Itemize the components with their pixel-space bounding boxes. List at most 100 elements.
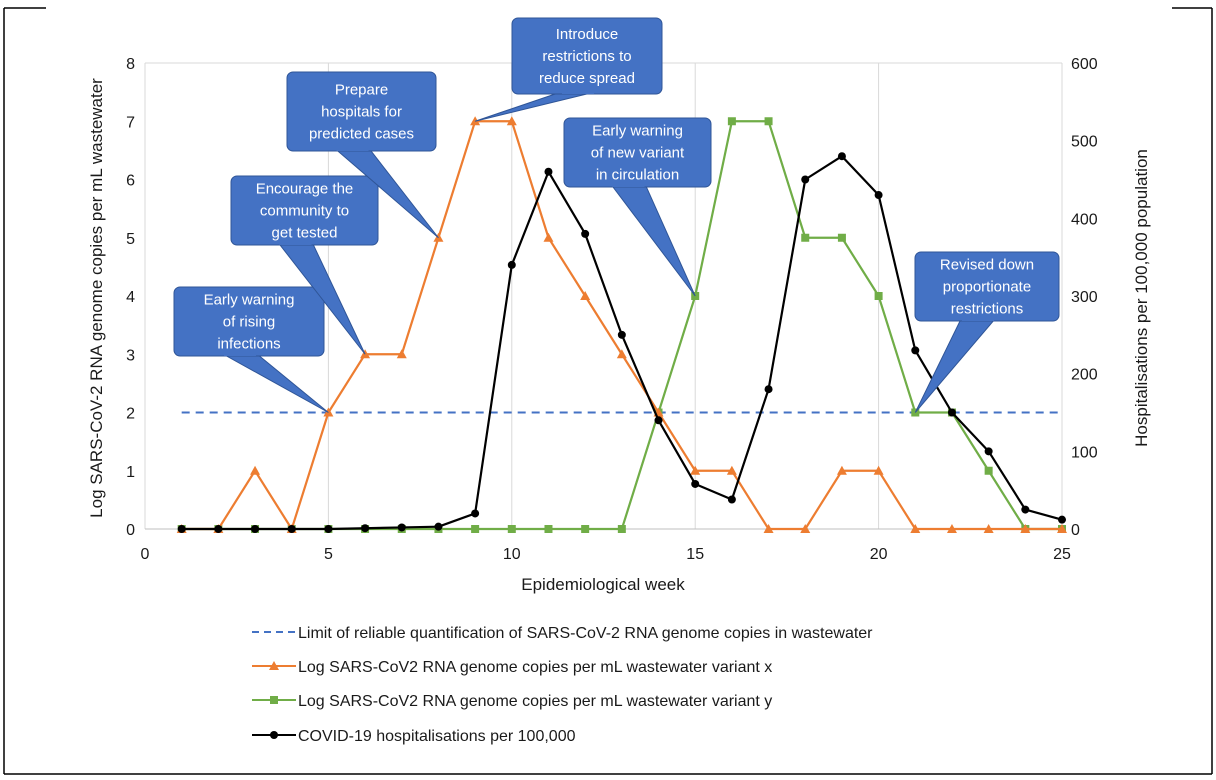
data-point-hospitalisations [361, 524, 370, 533]
callout-annotation: Revised down proportionate restrictions [914, 251, 1060, 413]
legend-item-variant-x: Log SARS-CoV2 RNA genome copies per mL w… [252, 659, 772, 676]
data-point-variant-y [581, 525, 590, 533]
y2-tick-label: 200 [1071, 367, 1098, 384]
data-point-variant-x [396, 349, 407, 359]
callout-text-line: of new variant [591, 145, 685, 162]
data-point-hospitalisations [397, 523, 406, 532]
x-tick-label: 25 [1053, 546, 1071, 563]
data-point-variant-y [617, 525, 626, 533]
data-point-variant-y [874, 292, 883, 300]
series-layer [176, 116, 1067, 533]
data-point-variant-x [250, 465, 261, 475]
callout-pointer [221, 353, 329, 413]
data-point-hospitalisations [764, 385, 773, 394]
data-point-hospitalisations [947, 408, 956, 417]
y2-tick-label: 400 [1071, 211, 1098, 228]
data-point-variant-x [800, 524, 811, 533]
callout-annotation: Early warning of rising infections [173, 286, 329, 413]
series-hospitalisations [177, 152, 1066, 533]
legend-item-hospitalisations: COVID-19 hospitalisations per 100,000 [252, 728, 576, 745]
data-point-variant-x [1057, 524, 1067, 533]
callout-seam [562, 90, 594, 94]
data-point-hospitalisations [581, 229, 590, 238]
data-point-hospitalisations [251, 525, 260, 533]
data-point-hospitalisations [544, 167, 553, 176]
data-point-variant-x [910, 524, 921, 533]
data-point-variant-x [690, 465, 701, 475]
data-point-variant-x [983, 524, 994, 533]
callout-text-line: predicted cases [309, 126, 414, 143]
legend-label: COVID-19 hospitalisations per 100,000 [298, 728, 576, 745]
callout-annotation: Early warning of new variant in circulatio… [563, 117, 712, 297]
callout-annotation: Encourage the community to get tested [230, 175, 379, 355]
callout-seam [612, 183, 645, 187]
callout-text-line: restrictions [951, 301, 1024, 318]
callout-pointer [914, 318, 997, 413]
callout-text-line: Revised down [940, 257, 1034, 274]
y-tick-label: 6 [126, 173, 135, 190]
callout-text-line: Early warning [204, 292, 295, 309]
callout-text-line: Introduce [556, 26, 619, 43]
data-point-variant-y [837, 233, 846, 242]
data-point-hospitalisations [911, 346, 920, 355]
x-axis-title: Epidemiological week [521, 575, 685, 594]
data-point-variant-x [873, 465, 884, 475]
y-tick-label: 2 [126, 406, 135, 423]
data-point-hospitalisations [214, 525, 223, 533]
data-point-hospitalisations [434, 522, 443, 531]
callout-text-line: hospitals for [321, 104, 402, 121]
data-point-variant-y [801, 233, 810, 242]
y-tick-label: 0 [126, 522, 135, 539]
data-point-hospitalisations [874, 191, 883, 200]
data-point-variant-x [763, 524, 774, 533]
data-point-variant-x [506, 116, 517, 126]
x-tick-label: 10 [503, 546, 521, 563]
y2-tick-label: 300 [1071, 289, 1098, 306]
callout-text-line: reduce spread [539, 70, 635, 87]
data-point-variant-x [1020, 524, 1031, 533]
callout-seam [336, 147, 369, 151]
data-point-variant-x [580, 291, 591, 300]
data-point-variant-x [616, 349, 627, 359]
callout-text-line: Prepare [335, 82, 388, 99]
data-point-hospitalisations [1058, 515, 1066, 524]
data-point-variant-y [984, 466, 993, 475]
y-tick-label: 7 [126, 114, 135, 131]
legend-swatch-marker [269, 661, 279, 670]
y-tick-label: 4 [126, 289, 135, 306]
callout-text-line: of rising [223, 314, 276, 331]
data-point-variant-x [836, 465, 847, 475]
x-tick-label: 0 [141, 546, 150, 563]
callout-text-line: Encourage the [256, 181, 354, 198]
callout-annotation: Prepare hospitals for predicted cases [286, 71, 439, 239]
callout-pointer [474, 91, 596, 122]
legend-label: Limit of reliable quantification of SARS… [298, 625, 873, 642]
data-point-hospitalisations [617, 330, 626, 339]
data-point-hospitalisations [691, 479, 700, 488]
data-point-hospitalisations [507, 260, 516, 269]
data-point-variant-y [727, 117, 736, 126]
y-tick-label: 8 [126, 56, 135, 73]
data-point-variant-y [544, 525, 553, 533]
callout-annotation: Introduce restrictions to reduce spread [474, 17, 663, 122]
y-tick-label: 1 [126, 464, 135, 481]
data-point-hospitalisations [471, 509, 480, 518]
data-point-variant-y [471, 525, 480, 533]
data-point-hospitalisations [801, 175, 810, 184]
data-point-variant-x [726, 465, 737, 475]
data-point-variant-x [543, 232, 554, 242]
x-tick-label: 20 [870, 546, 888, 563]
data-point-hospitalisations [324, 525, 333, 533]
callout-seam [962, 317, 994, 321]
legend-label: Log SARS-CoV2 RNA genome copies per mL w… [298, 659, 772, 676]
callout-seam [279, 241, 312, 245]
callout-text-line: get tested [272, 225, 338, 242]
data-point-hospitalisations [727, 495, 736, 504]
x-tick-label: 15 [686, 546, 704, 563]
legend-swatch-marker [270, 731, 278, 739]
legend-swatch-marker [270, 696, 278, 704]
data-point-hospitalisations [837, 152, 846, 161]
